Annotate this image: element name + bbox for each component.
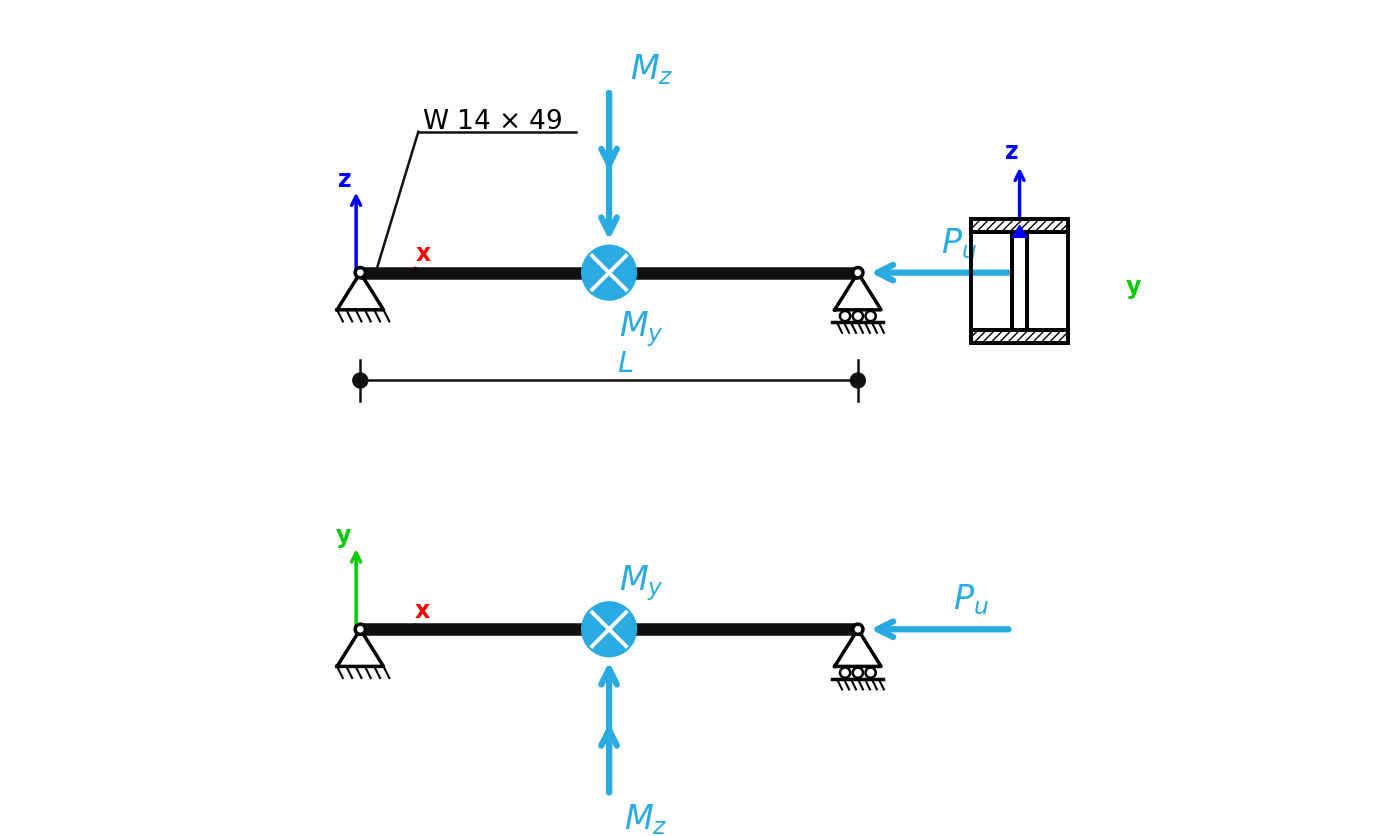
Bar xyxy=(972,220,1067,232)
Bar xyxy=(972,330,1067,344)
Text: $M_y$: $M_y$ xyxy=(619,308,664,348)
Circle shape xyxy=(353,374,368,389)
Circle shape xyxy=(581,246,637,301)
Text: x: x xyxy=(415,242,430,266)
Circle shape xyxy=(581,602,637,657)
Circle shape xyxy=(853,312,864,322)
Polygon shape xyxy=(1012,226,1027,238)
Bar xyxy=(972,220,1067,232)
Text: x: x xyxy=(414,598,429,622)
Bar xyxy=(1012,232,1027,330)
Circle shape xyxy=(865,312,876,322)
Circle shape xyxy=(356,624,365,635)
Text: $P_u$: $P_u$ xyxy=(941,226,977,260)
Circle shape xyxy=(840,668,850,678)
Circle shape xyxy=(840,312,850,322)
Polygon shape xyxy=(835,630,882,666)
Text: $M_z$: $M_z$ xyxy=(630,53,673,87)
Text: z: z xyxy=(1005,140,1019,164)
Circle shape xyxy=(356,268,365,278)
Text: $M_y$: $M_y$ xyxy=(619,563,664,603)
Circle shape xyxy=(853,668,864,678)
Text: z: z xyxy=(338,167,352,191)
Circle shape xyxy=(850,374,865,389)
Polygon shape xyxy=(338,273,383,310)
Text: W 14 $\times$ 49: W 14 $\times$ 49 xyxy=(422,109,563,135)
Text: y: y xyxy=(335,523,350,548)
Circle shape xyxy=(853,268,864,278)
Circle shape xyxy=(865,668,876,678)
Polygon shape xyxy=(835,273,882,310)
Text: L: L xyxy=(617,349,634,377)
Bar xyxy=(972,330,1067,344)
Polygon shape xyxy=(338,630,383,666)
Circle shape xyxy=(853,624,864,635)
Text: $M_z$: $M_z$ xyxy=(624,802,667,836)
Text: $P_u$: $P_u$ xyxy=(954,582,990,616)
Text: y: y xyxy=(1125,275,1140,299)
